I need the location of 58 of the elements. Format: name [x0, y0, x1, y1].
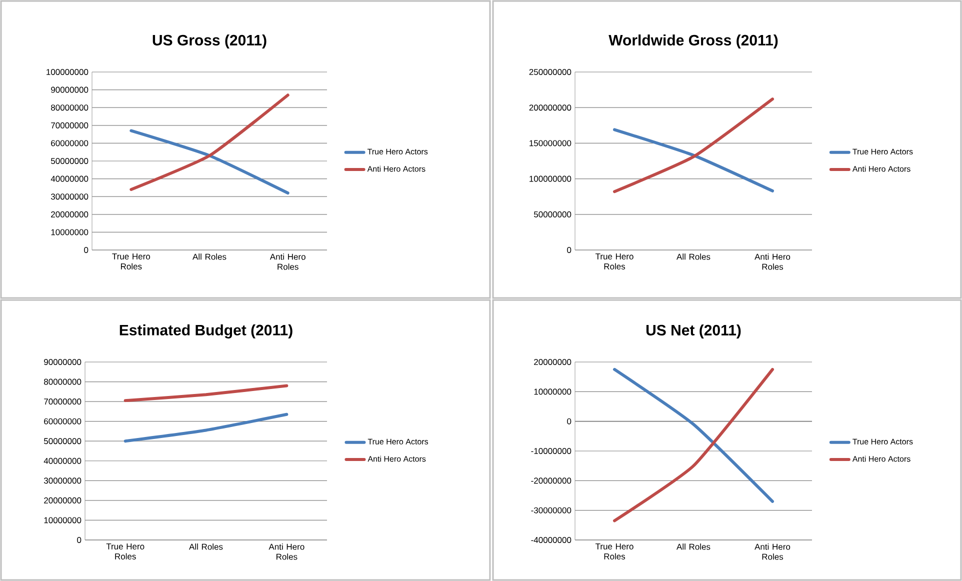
- legend-label: True Hero Actors: [368, 438, 428, 444]
- x-tick-label: True Hero Roles: [595, 544, 634, 560]
- legend-label: True Hero Actors: [852, 148, 913, 154]
- y-tick-label: 100000000: [46, 68, 88, 75]
- y-tick-label: 80000000: [44, 378, 82, 385]
- chart-title: Estimated Budget (2011): [120, 324, 292, 338]
- y-tick-label: 20000000: [44, 497, 82, 504]
- y-tick-label: 80000000: [51, 104, 88, 111]
- y-tick-label: 10000000: [534, 388, 572, 395]
- y-tick-label: 0: [77, 536, 82, 543]
- legend-label: True Hero Actors: [852, 438, 913, 444]
- y-tick-label: 50000000: [534, 211, 572, 218]
- y-tick-label: 0: [84, 246, 88, 253]
- y-tick-label: 60000000: [44, 418, 82, 424]
- chart-title: US Gross (2011): [152, 34, 266, 48]
- y-tick-label: 90000000: [44, 358, 82, 365]
- legend-label: Anti Hero Actors: [852, 166, 910, 172]
- y-tick-label: 30000000: [44, 478, 82, 484]
- y-tick-label: 10000000: [51, 229, 88, 236]
- legend-label: Anti Hero Actors: [368, 456, 426, 462]
- y-tick-label: -40000000: [531, 536, 572, 543]
- y-tick-label: 40000000: [44, 458, 82, 464]
- x-tick-label: Anti Hero Roles: [754, 254, 790, 270]
- y-tick-label: 20000000: [51, 211, 88, 218]
- chart-title: US Net (2011): [646, 324, 741, 338]
- x-tick-label: Anti Hero Roles: [270, 254, 306, 270]
- x-tick-label: All Roles: [192, 254, 226, 260]
- y-tick-label: -10000000: [531, 448, 572, 454]
- y-tick-label: 0: [567, 246, 572, 253]
- chart-title: Worldwide Gross (2011): [608, 34, 778, 48]
- y-tick-label: 20000000: [534, 358, 572, 365]
- y-tick-label: 70000000: [44, 398, 82, 405]
- y-tick-label: 50000000: [44, 438, 82, 444]
- x-tick-label: All Roles: [676, 254, 710, 260]
- y-tick-label: 10000000: [44, 517, 82, 524]
- y-tick-label: 0: [567, 418, 572, 424]
- y-tick-label: 50000000: [51, 158, 88, 164]
- y-tick-label: 100000000: [530, 176, 572, 182]
- x-tick-label: True Hero Roles: [106, 544, 144, 560]
- x-tick-label: True Hero Roles: [595, 254, 634, 270]
- y-tick-label: 30000000: [50, 194, 88, 200]
- x-tick-label: All Roles: [189, 544, 223, 550]
- y-tick-label: 250000000: [529, 68, 572, 75]
- x-tick-label: Anti Hero Roles: [268, 544, 304, 560]
- y-tick-label: 90000000: [51, 86, 88, 93]
- y-tick-label: 70000000: [51, 122, 88, 128]
- legend-label: True Hero Actors: [367, 148, 428, 154]
- x-tick-label: All Roles: [676, 544, 710, 550]
- y-tick-label: 60000000: [51, 140, 88, 146]
- y-tick-label: 150000000: [530, 140, 572, 146]
- legend-label: Anti Hero Actors: [852, 456, 910, 462]
- y-tick-label: -20000000: [531, 478, 572, 484]
- y-tick-label: -30000000: [531, 507, 572, 514]
- y-tick-label: 40000000: [50, 176, 88, 182]
- legend-label: Anti Hero Actors: [367, 166, 426, 172]
- x-tick-label: True Hero Roles: [112, 254, 150, 270]
- y-tick-label: 200000000: [529, 104, 572, 111]
- x-tick-label: Anti Hero Roles: [754, 544, 790, 560]
